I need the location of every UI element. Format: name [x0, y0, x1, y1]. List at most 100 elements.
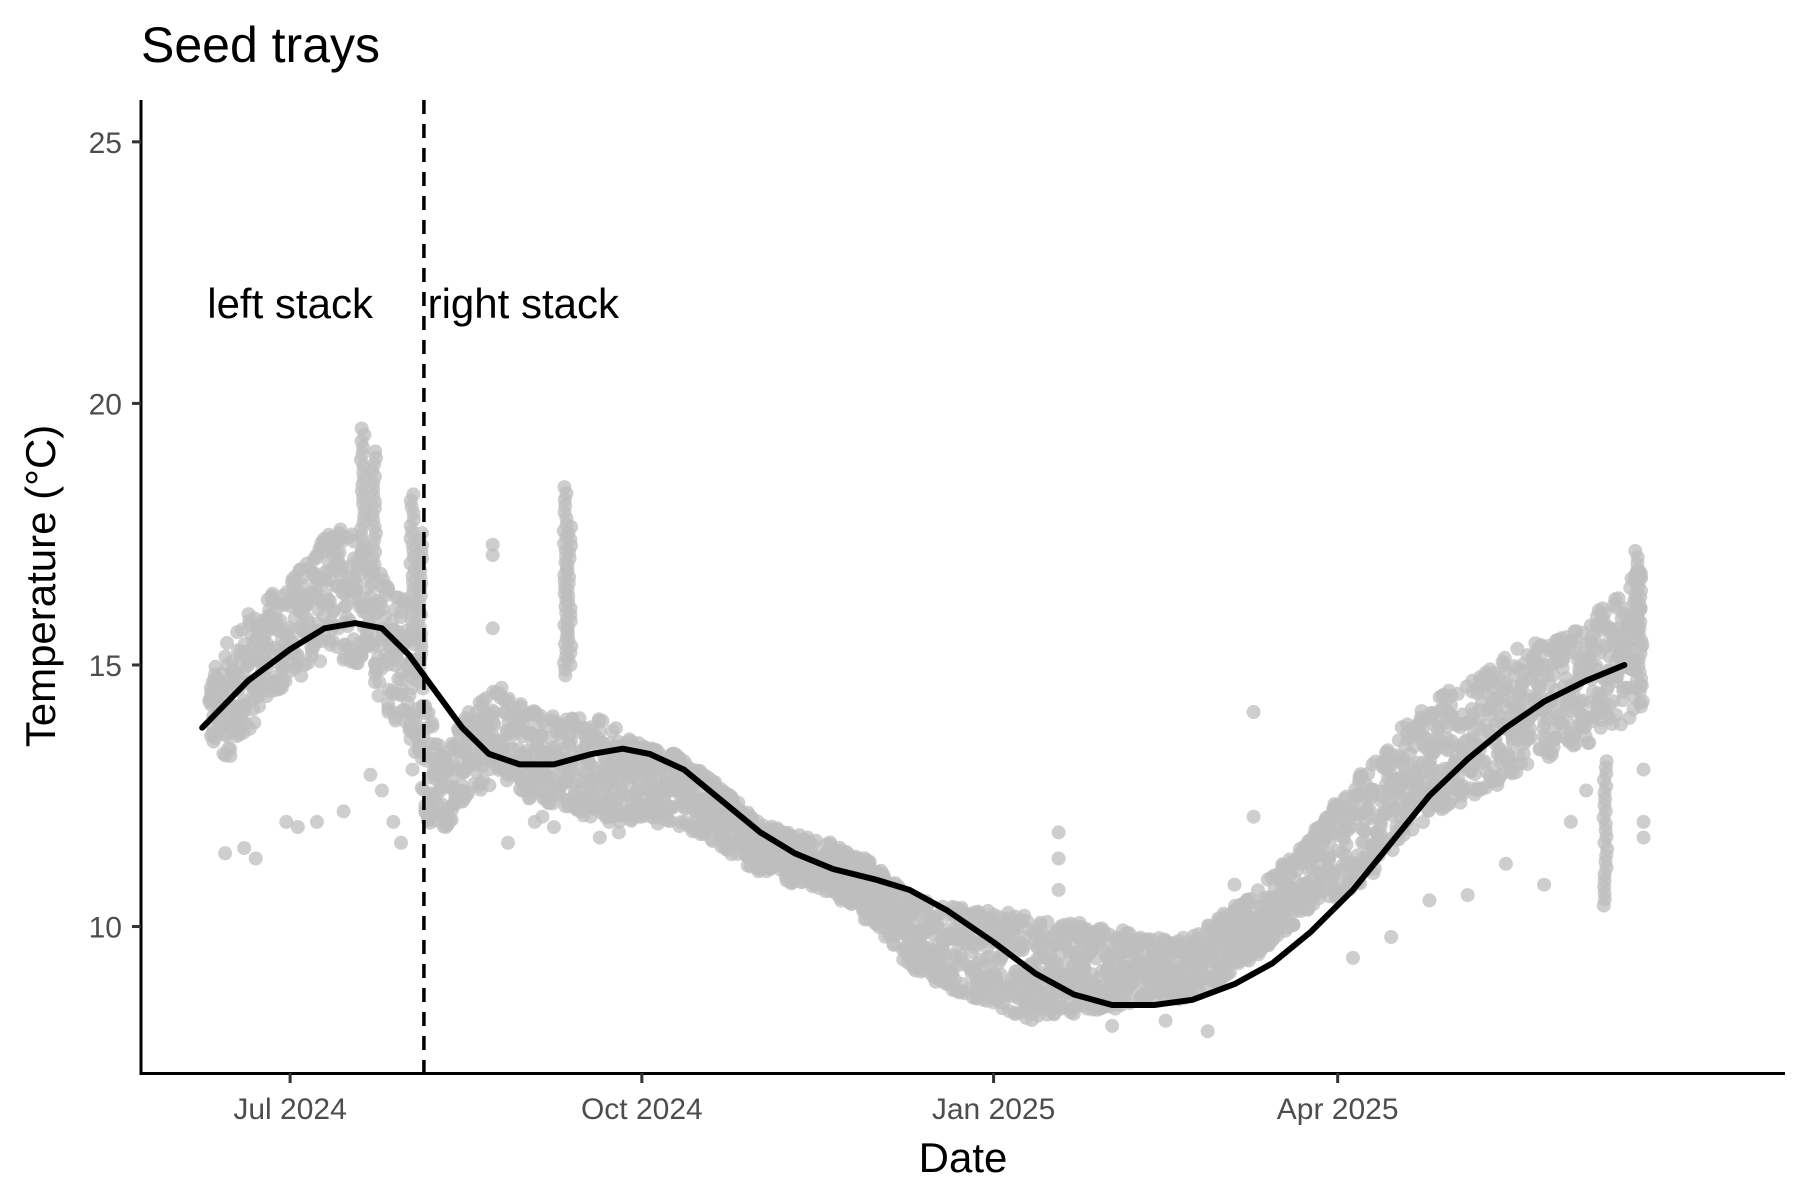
data-point	[1286, 918, 1301, 933]
data-point	[415, 526, 429, 541]
data-point	[1599, 754, 1614, 769]
data-point	[1416, 815, 1430, 829]
data-point	[993, 967, 1008, 982]
scatter-points	[202, 421, 1651, 1039]
smooth-trend-line	[199, 620, 1628, 1008]
data-point	[393, 610, 408, 625]
data-point	[1520, 757, 1535, 772]
data-point	[1532, 684, 1547, 699]
data-point	[487, 717, 502, 732]
outlier-point	[394, 835, 408, 850]
data-point	[1539, 706, 1554, 721]
outlier-point	[279, 814, 294, 829]
data-point	[1405, 822, 1420, 837]
x-tick-label: Oct 2024	[581, 1093, 703, 1126]
data-point	[1222, 965, 1237, 980]
data-point	[1341, 823, 1356, 837]
outlier-point	[546, 820, 561, 835]
annotation-label-1: right stack	[428, 280, 620, 327]
outlier-point	[1384, 930, 1399, 944]
y-axis-ticks: 10 15 20 25	[89, 127, 141, 945]
annotation-label-0: left stack	[207, 280, 374, 327]
data-point	[348, 582, 363, 597]
data-point	[1628, 543, 1643, 558]
outlier-point	[336, 804, 351, 819]
outlier-point	[501, 835, 515, 850]
data-point	[608, 721, 623, 736]
outlier-point	[1636, 830, 1651, 845]
data-point	[252, 699, 266, 714]
data-point	[1467, 767, 1482, 782]
outlier-point	[405, 762, 420, 777]
outlier-point	[1563, 814, 1578, 829]
outlier-point	[1227, 877, 1242, 892]
x-axis-title: Date	[919, 1134, 1008, 1181]
outlier-point	[1051, 825, 1066, 840]
outlier-point	[1051, 882, 1066, 897]
outlier-point	[1537, 877, 1552, 892]
data-point	[300, 611, 315, 626]
y-tick-label: 15	[89, 650, 122, 683]
data-point	[1582, 735, 1597, 750]
x-axis-ticks: Jul 2024 Oct 2024 Jan 2025 Apr 2025	[233, 1073, 1399, 1126]
data-point	[1611, 591, 1626, 606]
outlier-point	[592, 830, 607, 845]
data-point	[313, 654, 328, 669]
data-point	[564, 519, 579, 534]
data-point	[595, 714, 610, 728]
data-point	[1040, 914, 1055, 929]
data-point	[368, 444, 383, 459]
data-point	[1497, 650, 1512, 665]
data-point	[372, 675, 387, 689]
outlier-point	[1051, 851, 1066, 866]
chart-title: Seed trays	[141, 17, 380, 73]
data-point	[1631, 564, 1646, 579]
outlier-point	[309, 814, 324, 829]
data-point	[425, 716, 440, 731]
y-tick-label: 25	[89, 127, 122, 160]
outlier-point	[1636, 814, 1651, 829]
x-tick-label: Jul 2024	[233, 1093, 346, 1126]
data-point	[1523, 730, 1538, 745]
outlier-point	[1636, 762, 1651, 777]
outlier-point	[1105, 1018, 1120, 1033]
x-tick-label: Jan 2025	[932, 1093, 1055, 1126]
x-tick-label: Apr 2025	[1277, 1093, 1399, 1126]
data-point	[1548, 730, 1563, 745]
outlier-point	[386, 814, 401, 829]
data-point	[1357, 824, 1372, 839]
outlier-point	[573, 794, 588, 808]
data-point	[388, 713, 403, 728]
data-point	[494, 680, 509, 695]
outlier-point	[1246, 705, 1261, 719]
data-point	[220, 636, 234, 650]
outlier-point	[374, 783, 389, 798]
y-axis-title: Temperature (°C)	[17, 425, 64, 748]
outlier-point	[485, 537, 500, 552]
data-point	[557, 480, 572, 495]
outlier-point	[290, 820, 305, 835]
data-point	[223, 749, 238, 763]
y-tick-label: 20	[89, 388, 122, 421]
outlier-point	[363, 767, 378, 782]
data-point	[332, 545, 347, 560]
data-point	[1589, 659, 1604, 673]
outlier-point	[1498, 856, 1513, 871]
data-point	[371, 688, 386, 703]
outlier-point	[1460, 888, 1475, 903]
outlier-point	[485, 548, 500, 563]
outlier-point	[1246, 809, 1261, 824]
data-point	[482, 778, 497, 793]
outlier-point	[1422, 893, 1437, 908]
annotations: left stack right stack	[207, 280, 620, 327]
data-point	[326, 602, 341, 617]
outlier-point	[218, 846, 233, 861]
data-point	[294, 668, 309, 683]
outlier-point	[485, 621, 500, 636]
outlier-point	[611, 825, 626, 840]
y-tick-label: 10	[89, 912, 122, 945]
outlier-point	[248, 851, 263, 866]
data-point	[432, 784, 447, 799]
data-point	[354, 421, 369, 436]
outlier-point	[1200, 1024, 1215, 1039]
